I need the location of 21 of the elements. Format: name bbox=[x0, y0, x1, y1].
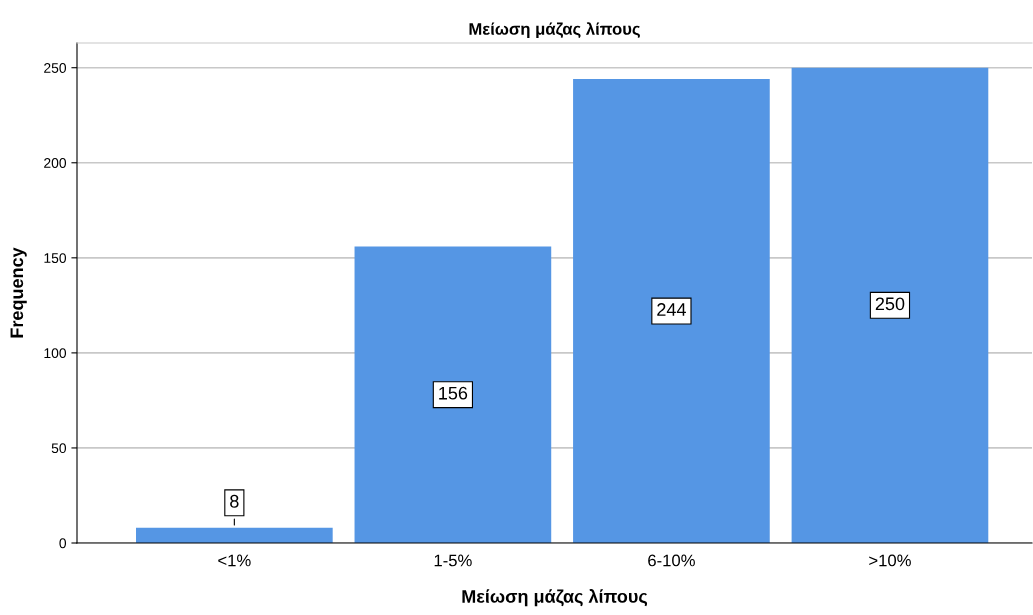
chart-title: Μείωση μάζας λίπους bbox=[469, 22, 640, 39]
x-tick-label: 6-10% bbox=[648, 554, 695, 567]
data-label: 156 bbox=[439, 386, 468, 400]
y-axis-title: Frequency bbox=[10, 247, 27, 338]
y-tick-label: 200 bbox=[44, 158, 67, 168]
x-tick-label: 1-5% bbox=[434, 554, 472, 567]
y-tick-label: 100 bbox=[44, 348, 67, 359]
bar bbox=[354, 246, 552, 543]
data-label: 250 bbox=[875, 297, 905, 311]
data-label: 8 bbox=[230, 494, 239, 508]
bar bbox=[136, 527, 333, 543]
y-tick-label: 250 bbox=[44, 63, 67, 73]
x-tick-label: <1% bbox=[218, 554, 251, 567]
y-tick-label: 0 bbox=[59, 538, 67, 549]
data-label: 244 bbox=[657, 303, 686, 316]
y-tick-label: 150 bbox=[44, 253, 67, 263]
x-axis-title: Μείωση μάζας λίπους bbox=[462, 589, 648, 607]
x-tick-label: >10% bbox=[869, 554, 911, 567]
bar bbox=[573, 79, 770, 543]
y-tick-label: 50 bbox=[51, 443, 67, 454]
bar bbox=[791, 67, 989, 543]
